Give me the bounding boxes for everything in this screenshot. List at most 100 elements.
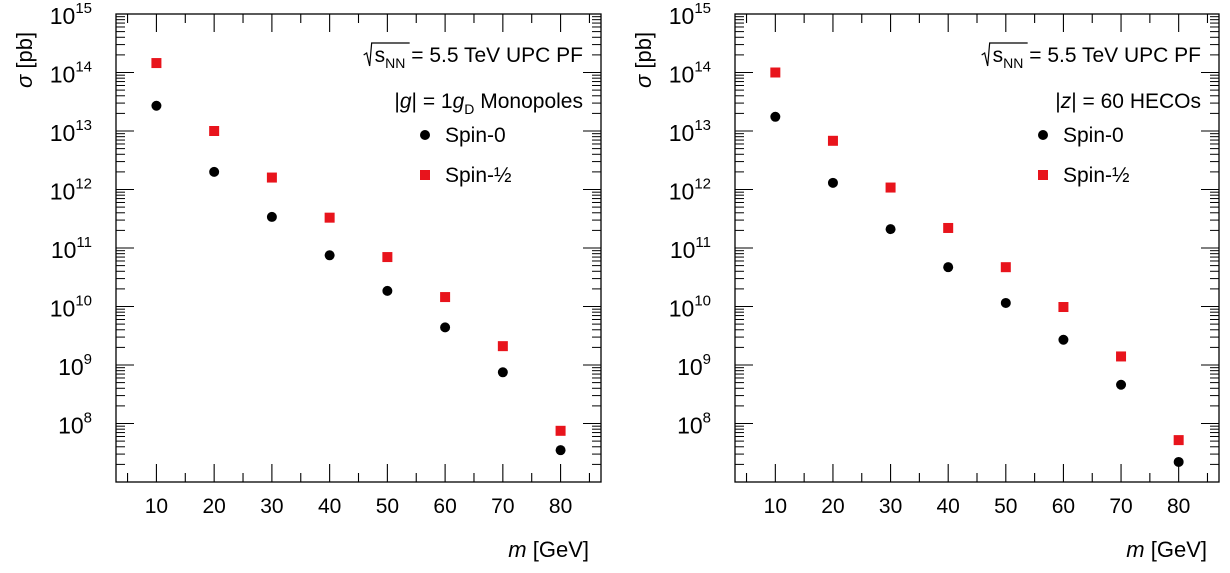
x-axis-title: m [GeV]: [1126, 537, 1207, 562]
y-tick-exponent: 9: [84, 351, 92, 368]
y-tick-base: 10: [51, 237, 77, 263]
y-tick-base: 10: [669, 62, 695, 88]
data-point-spin0: [382, 285, 393, 296]
legend-marker-spin-half: [420, 170, 430, 180]
data-point-spin0: [1058, 334, 1069, 345]
y-tick-label: 1013: [669, 117, 711, 146]
y-tick-label: 108: [677, 410, 711, 439]
y-tick-exponent: 12: [75, 176, 92, 193]
y-tick-label: 1014: [50, 59, 92, 88]
y-tick-base: 10: [669, 179, 695, 205]
annotation-particle-var: g: [400, 90, 412, 113]
sqrt-argument: s: [375, 44, 386, 67]
y-axis-symbol: σ: [12, 74, 37, 88]
x-tick-label: 40: [318, 495, 341, 518]
y-tick-label: 1012: [669, 176, 711, 205]
y-tick-base: 10: [50, 62, 76, 88]
sqrt-sign: [981, 42, 1028, 67]
y-tick-label: 1014: [669, 59, 711, 88]
y-tick-exponent: 10: [75, 293, 92, 310]
chart-panel-1: 10 20 30 40 50 60 70 80108109101010111012101310…: [12, 0, 602, 562]
y-axis-title: σ [pb]: [12, 32, 37, 88]
x-tick-label: 50: [376, 495, 399, 518]
y-tick-exponent: 12: [694, 176, 711, 193]
annotation-particle-pre: |: [394, 90, 399, 113]
data-point-spin-half: [555, 425, 566, 436]
legend-marker-spin0: [1038, 130, 1048, 140]
x-tick-label: 40: [937, 495, 960, 518]
x-tick-label: 70: [491, 495, 514, 518]
x-tick-label: 10: [145, 495, 168, 518]
x-tick-label: 60: [433, 495, 456, 518]
y-tick-exponent: 13: [694, 117, 711, 134]
annotation-energy-text: = 5.5 TeV UPC PF: [405, 44, 583, 67]
y-tick-exponent: 14: [694, 59, 711, 76]
data-point-spin-half: [382, 252, 393, 263]
plot-frame: [115, 13, 602, 483]
data-point-spin0: [497, 367, 508, 378]
y-tick-base: 10: [669, 3, 695, 29]
x-tick-label: 30: [260, 495, 283, 518]
data-point-spin0: [770, 111, 781, 122]
annotation-particle: |z| = 60 HECOs: [1055, 90, 1201, 113]
x-tick-label: 70: [1109, 495, 1132, 518]
data-point-spin0: [151, 100, 162, 111]
data-point-spin-half: [1058, 302, 1069, 313]
annotation-particle-pre: |: [1055, 90, 1060, 113]
data-point-spin-half: [1173, 435, 1184, 446]
data-point-spin0: [1000, 297, 1011, 308]
annotation-particle: |g| = 1gD Monopoles: [394, 90, 583, 117]
plot-frame: [734, 13, 1220, 483]
y-axis-unit: [pb]: [12, 32, 37, 69]
data-point-spin0: [1173, 456, 1184, 467]
sqrt-sign: [363, 42, 410, 67]
data-point-spin0: [324, 250, 335, 261]
y-tick-label: 1010: [669, 293, 711, 322]
data-point-spin-half: [151, 58, 162, 69]
data-point-spin-half: [827, 135, 838, 146]
y-tick-base: 10: [677, 354, 703, 380]
y-tick-base: 10: [58, 413, 84, 439]
y-tick-exponent: 11: [695, 234, 711, 251]
sqrt-subscript: NN: [1003, 55, 1023, 71]
x-tick-label: 80: [1167, 495, 1190, 518]
y-tick-label: 108: [58, 410, 92, 439]
annotation-energy-text: = 5.5 TeV UPC PF: [1023, 44, 1201, 67]
y-tick-base: 10: [670, 237, 696, 263]
annotation-particle-mid: | = 1: [412, 90, 453, 113]
y-tick-exponent: 15: [75, 0, 92, 17]
annotation-particle-mid: | = 60 HECOs: [1071, 90, 1201, 113]
y-tick-label: 1013: [50, 117, 92, 146]
x-tick-label: 60: [1052, 495, 1075, 518]
data-point-spin0: [266, 211, 277, 222]
data-point-spin0: [885, 224, 896, 235]
annotation-energy: sNN = 5.5 TeV UPC PF: [993, 44, 1201, 71]
legend-marker-spin0: [420, 130, 430, 140]
x-axis-symbol: m: [508, 537, 526, 562]
data-point-spin0: [1116, 379, 1127, 390]
y-tick-exponent: 8: [84, 410, 92, 427]
x-tick-label: 50: [994, 495, 1017, 518]
y-tick-label: 109: [58, 351, 92, 380]
data-point-spin-half: [497, 341, 508, 352]
y-axis-title: σ [pb]: [631, 32, 656, 88]
y-tick-exponent: 9: [703, 351, 711, 368]
x-tick-label: 80: [549, 495, 572, 518]
y-tick-exponent: 8: [703, 410, 711, 427]
data-point-spin0: [943, 262, 954, 273]
y-axis-symbol: σ: [631, 74, 656, 88]
data-point-spin-half: [1116, 351, 1127, 362]
y-tick-label: 1011: [670, 234, 711, 263]
y-axis-unit: [pb]: [631, 32, 656, 69]
legend-label: Spin-0: [1063, 124, 1124, 147]
data-point-spin0: [827, 177, 838, 188]
annotation-particle-var: z: [1060, 90, 1072, 113]
y-tick-exponent: 14: [75, 59, 92, 76]
x-tick-label: 10: [764, 495, 787, 518]
data-point-spin-half: [324, 212, 335, 223]
x-tick-label: 20: [821, 495, 844, 518]
annotation-particle-var2: g: [453, 90, 465, 113]
y-tick-label: 1010: [50, 293, 92, 322]
y-tick-base: 10: [669, 296, 695, 322]
